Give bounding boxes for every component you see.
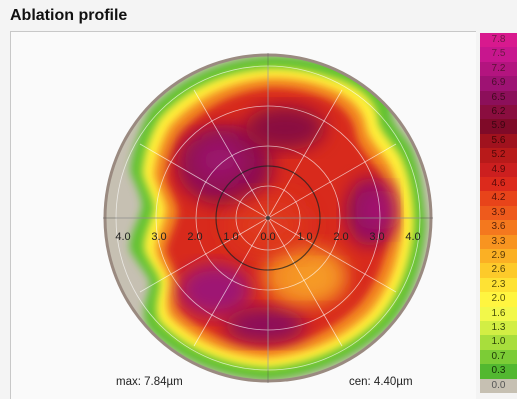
blob-upper-left-core [192, 138, 248, 182]
scale-cell: 0.7 [480, 350, 517, 364]
scale-cell: 4.6 [480, 177, 517, 191]
axis-label: 3.0 [151, 231, 166, 243]
scale-cell: 3.6 [480, 220, 517, 234]
scale-cell: 4.9 [480, 163, 517, 177]
scale-cell: 2.0 [480, 292, 517, 306]
axis-label: 1.0 [223, 231, 238, 243]
scale-cell: 7.5 [480, 47, 517, 61]
scale-cell: 3.9 [480, 206, 517, 220]
axis-label: 2.0 [187, 231, 202, 243]
axis-label: 0.0 [260, 231, 275, 243]
blob-lower-right-hot-core [288, 264, 336, 292]
axis-labels: 4.0 3.0 2.0 1.0 0.0 1.0 2.0 3.0 4.0 [115, 231, 420, 243]
scale-cell: 2.3 [480, 278, 517, 292]
scale-cell: 0.0 [480, 379, 517, 393]
scale-cell: 2.9 [480, 249, 517, 263]
center-dot [266, 216, 270, 220]
blob-lower-mid [225, 307, 305, 343]
axis-label: 1.0 [297, 231, 312, 243]
scale-cell: 1.6 [480, 307, 517, 321]
max-depth-label: max: 7.84µm [116, 376, 183, 388]
scale-cell: 5.9 [480, 119, 517, 133]
axis-label: 2.0 [333, 231, 348, 243]
blob-upper-mid [245, 106, 325, 150]
axis-label: 4.0 [115, 231, 130, 243]
scale-cell: 5.2 [480, 148, 517, 162]
color-scale-legend: 7.8 7.5 7.2 6.9 6.5 6.2 5.9 5.6 5.2 4.9 4.6 4.2 3.9 3… [480, 33, 517, 398]
scale-cell: 6.9 [480, 76, 517, 90]
axis-label: 4.0 [405, 231, 420, 243]
scale-cell: 0.3 [480, 364, 517, 378]
central-depth-label: cen: 4.40µm [349, 376, 413, 388]
scale-cell: 6.2 [480, 105, 517, 119]
scale-cell: 1.3 [480, 321, 517, 335]
scale-cell: 1.0 [480, 335, 517, 349]
scale-cell: 2.6 [480, 263, 517, 277]
blob-lower-left [179, 264, 251, 316]
scale-cell: 6.5 [480, 91, 517, 105]
scale-cell: 7.2 [480, 62, 517, 76]
axis-label: 3.0 [369, 231, 384, 243]
scale-cell: 3.3 [480, 235, 517, 249]
scale-cell: 5.6 [480, 134, 517, 148]
scale-cell: 7.8 [480, 33, 517, 47]
scale-cell: 4.2 [480, 191, 517, 205]
